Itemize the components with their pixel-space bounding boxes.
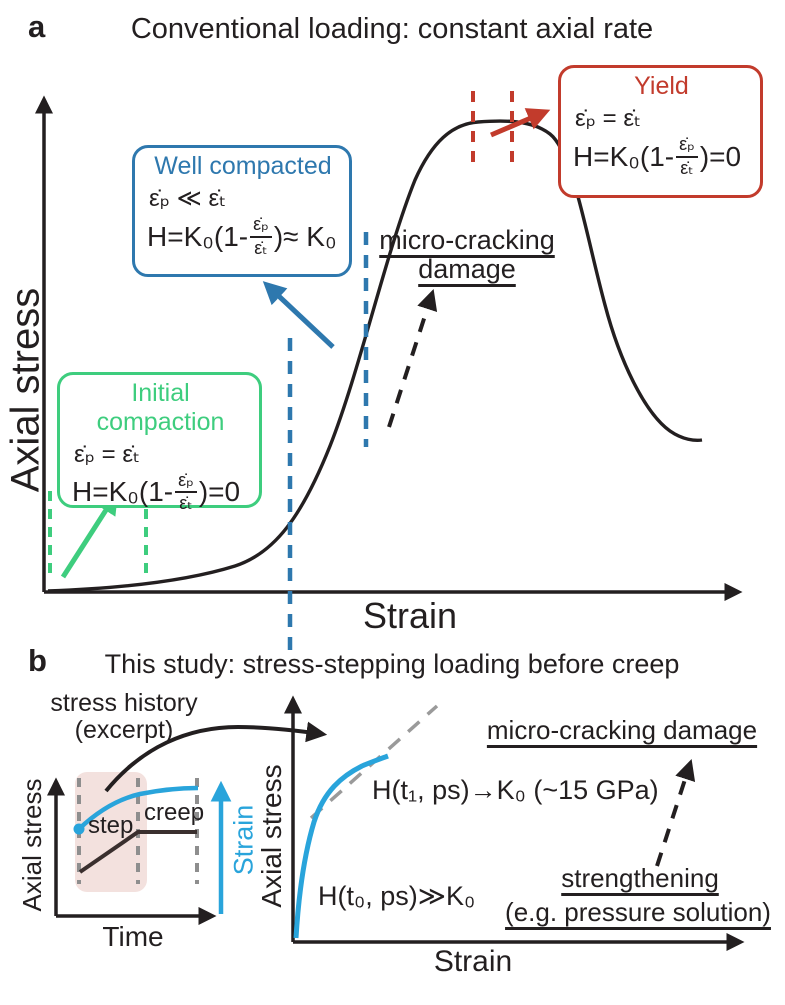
panel-a-y-axis-label: Axial stress	[3, 287, 48, 493]
inset-strain-axis-label: Strain	[228, 804, 259, 876]
eq-fraction-denominator: ε̇ₜ	[179, 493, 193, 514]
eq-fraction-denominator: ε̇ₜ	[254, 237, 268, 258]
stress-history-note: stress history (excerpt)	[50, 690, 197, 744]
yield-relation: ε̇ₚ = ε̇ₜ	[575, 104, 642, 132]
eq-fraction-denominator: ε̇ₜ	[680, 157, 694, 178]
panel-a-x-axis-label: Strain	[362, 595, 458, 636]
micro-cracking-line2: damage	[418, 254, 516, 285]
panel-b-label: b	[28, 643, 47, 678]
yield-title: Yield	[634, 72, 689, 100]
inset-to-main-curved-arrow	[104, 721, 328, 793]
well-compacted-title: Well compacted	[154, 152, 332, 180]
panel-b-h-t1-equation: H(t₁, ps)→K₀ (~15 GPa)	[372, 775, 659, 805]
eq-fraction-numerator: ε̇ₚ	[250, 214, 272, 238]
yield-box: Yield ε̇ₚ = ε̇ₜ H=K₀(1- ε̇ₚ ε̇ₜ )=0	[558, 65, 763, 198]
panel-a-micro-cracking-dashed-arrow	[387, 289, 438, 428]
panel-b-loading-curve	[293, 753, 389, 939]
panel-b-micro-cracking-annotation: micro-cracking damage	[486, 715, 758, 745]
panel-b-micro-cracking-dashed-arrow	[655, 759, 696, 867]
eq-prefix: H=K₀(1-	[573, 140, 675, 172]
panel-a-label: a	[28, 9, 46, 44]
panel-b-strengthening-detail: (e.g. pressure solution)	[505, 897, 771, 927]
panel-a-green-arrow	[60, 491, 119, 579]
panel-b-strengthening-annotation: strengthening	[561, 863, 719, 893]
panel-a-stress-strain-curve	[47, 119, 703, 593]
stress-history-line1: stress history	[50, 689, 198, 717]
panel-a-micro-cracking-annotation: micro-cracking damage	[379, 225, 555, 285]
eq-fraction-numerator: ε̇ₚ	[676, 134, 698, 158]
eq-suffix: )≈ K₀	[273, 220, 337, 252]
panel-a-red-arrow	[490, 108, 551, 138]
stress-history-line2: (excerpt)	[74, 716, 174, 744]
eq-suffix: )=0	[699, 140, 742, 172]
eq-fraction: ε̇ₚ ε̇ₜ	[676, 134, 698, 179]
initial-compaction-equation: H=K₀(1- ε̇ₚ ε̇ₜ )=0	[72, 470, 251, 515]
panel-b-y-axis-label: Axial stress	[255, 764, 287, 908]
panel-b-title: This study: stress-stepping loading befo…	[104, 649, 680, 679]
yield-equation: H=K₀(1- ε̇ₚ ε̇ₜ )=0	[573, 134, 752, 179]
eq-suffix: )=0	[198, 476, 241, 508]
eq-fraction: ε̇ₚ ε̇ₜ	[250, 214, 272, 259]
initial-compaction-box: Initial compaction ε̇ₚ = ε̇ₜ H=K₀(1- ε̇ₚ…	[57, 372, 262, 513]
initial-compaction-title: Initial compaction	[96, 379, 225, 436]
eq-prefix: H=K₀(1-	[72, 476, 174, 508]
panel-b-h-t0-equation: H(t₀, ps)≫K₀	[318, 881, 476, 911]
inset-y-axis-label: Axial stress	[16, 778, 47, 912]
eq-fraction-numerator: ε̇ₚ	[175, 470, 197, 494]
initial-compaction-relation: ε̇ₚ = ε̇ₜ	[74, 440, 141, 468]
inset-strain-curve	[77, 785, 199, 831]
inset-step-start-dot	[73, 823, 85, 835]
inset-x-axis-label: Time	[102, 921, 164, 952]
well-compacted-equation: H=K₀(1- ε̇ₚ ε̇ₜ )≈ K₀	[147, 214, 341, 259]
well-compacted-box: Well compacted ε̇ₚ ≪ ε̇ₜ H=K₀(1- ε̇ₚ ε̇ₜ…	[132, 145, 352, 277]
well-compacted-relation: ε̇ₚ ≪ ε̇ₜ	[149, 184, 227, 212]
inset-stress-path-line	[78, 830, 197, 874]
eq-prefix: H=K₀(1-	[147, 220, 249, 252]
micro-cracking-line1: micro-cracking	[379, 225, 555, 255]
panel-b-x-axis-label: Strain	[433, 945, 513, 978]
eq-fraction: ε̇ₚ ε̇ₜ	[175, 470, 197, 515]
inset-step-label: step	[88, 812, 134, 839]
panel-a-blue-arrow	[262, 281, 335, 349]
panel-a-title: Conventional loading: constant axial rat…	[130, 13, 654, 45]
inset-creep-label: creep	[144, 799, 205, 826]
